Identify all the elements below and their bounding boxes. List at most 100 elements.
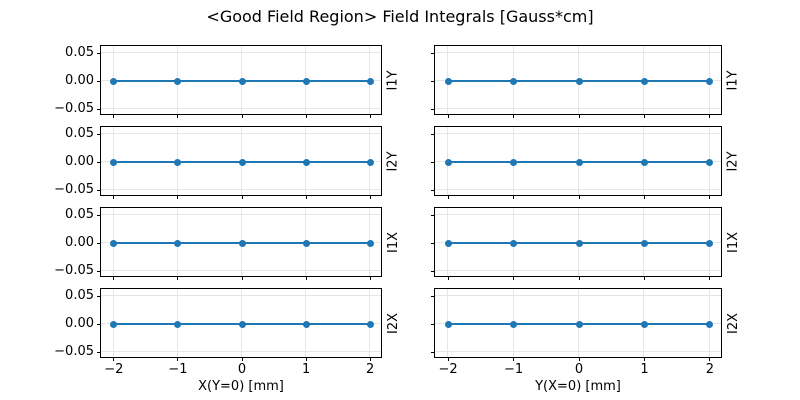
y-tick	[97, 133, 101, 135]
data-point	[640, 158, 648, 166]
axes-panel-I2Y-col1: I2Y	[431, 126, 741, 199]
y-tick	[97, 80, 101, 82]
x-tick	[643, 276, 645, 280]
grid-line-horizontal	[101, 52, 381, 53]
data-point	[238, 239, 246, 247]
right-axis-label-wrap: I1X	[384, 208, 402, 276]
x-tick	[177, 195, 179, 199]
x-tick	[369, 357, 371, 361]
axes-panel-I1Y-col0: 0.05 0.00 −0.05 I1Y	[54, 45, 401, 118]
y-tick-label: −0.05	[54, 263, 94, 278]
right-axis-label: I1Y	[725, 69, 741, 91]
x-tick	[113, 276, 115, 280]
x-tick	[241, 114, 243, 118]
x-tick	[643, 357, 645, 361]
right-axis-label-wrap: I2X	[384, 289, 402, 357]
x-tick-label: −2	[104, 362, 124, 377]
grid-line-horizontal	[101, 351, 381, 352]
data-point	[238, 77, 246, 85]
axes-panel-I2X-col1: −2 −1 0 1 2 I2X Y(X=0) [mm]	[431, 288, 741, 394]
x-tick	[513, 357, 515, 361]
data-point	[110, 158, 118, 166]
axes-panel-I1X-col1: I1X	[431, 207, 741, 280]
x-tick-label: −1	[503, 362, 524, 377]
x-tick-label: 1	[640, 362, 649, 377]
data-point	[366, 320, 374, 328]
data-point	[302, 158, 310, 166]
right-axis-label: I1Y	[385, 69, 401, 91]
x-tick	[709, 114, 711, 118]
x-tick-label: 2	[366, 362, 375, 377]
data-point	[238, 158, 246, 166]
x-tick	[447, 114, 449, 118]
x-tick	[513, 195, 515, 199]
grid-line-horizontal	[101, 295, 381, 296]
data-point	[575, 239, 583, 247]
right-axis-label-wrap: I2Y	[724, 127, 742, 195]
x-tick	[113, 357, 115, 361]
right-axis-label: I2Y	[725, 150, 741, 172]
axes-panel-I2Y-col0: 0.05 0.00 −0.05 I2Y	[54, 126, 401, 199]
data-point	[110, 77, 118, 85]
data-point	[302, 77, 310, 85]
x-tick-label: 1	[301, 362, 311, 377]
data-point	[640, 77, 648, 85]
y-tick	[97, 242, 101, 244]
x-tick-label: 2	[705, 362, 715, 377]
grid-line-horizontal	[435, 133, 721, 134]
grid-line-horizontal	[435, 270, 721, 271]
y-tick	[431, 351, 435, 353]
x-axis-label: Y(X=0) [mm]	[535, 379, 621, 394]
x-tick	[709, 357, 711, 361]
x-tick	[241, 276, 243, 280]
axes-panel-I2X-col0: −2 −1 0 1 2 0.05 0.00 −0.05 I2X X(Y=0) [mm]	[54, 288, 401, 394]
y-tick	[431, 214, 435, 216]
x-tick	[113, 195, 115, 199]
grid-line-horizontal	[101, 108, 381, 109]
y-tick	[431, 189, 435, 191]
y-tick	[431, 161, 435, 163]
right-axis-label-wrap: I1Y	[384, 46, 402, 114]
x-tick	[177, 114, 179, 118]
y-tick	[431, 52, 435, 54]
x-tick	[369, 195, 371, 199]
y-tick	[431, 133, 435, 135]
data-point	[706, 239, 714, 247]
right-axis-label: I2X	[725, 312, 741, 334]
grid-line-horizontal	[435, 295, 721, 296]
axes-panel-I1Y-col1: I1Y	[431, 45, 741, 118]
chart-title: <Good Field Region> Field Integrals [Gau…	[206, 7, 594, 26]
x-tick	[305, 114, 307, 118]
right-axis-label: I2X	[385, 312, 401, 334]
x-tick	[447, 276, 449, 280]
right-axis-label-wrap: I2Y	[384, 127, 402, 195]
x-tick	[578, 114, 580, 118]
right-axis-label: I1X	[725, 231, 741, 253]
y-tick	[431, 242, 435, 244]
grid-line-horizontal	[101, 270, 381, 271]
x-tick-label: 0	[574, 362, 584, 377]
x-tick	[241, 195, 243, 199]
data-point	[510, 77, 518, 85]
grid-line-horizontal	[101, 214, 381, 215]
y-tick-label: 0.05	[65, 207, 94, 222]
y-tick-label: 0.05	[65, 126, 94, 141]
grid-line-horizontal	[101, 133, 381, 134]
right-axis-label-wrap: I2X	[724, 289, 742, 357]
data-point	[706, 158, 714, 166]
y-tick	[97, 295, 101, 297]
x-tick	[241, 357, 243, 361]
y-tick	[97, 214, 101, 216]
right-axis-label: I2Y	[385, 150, 401, 172]
x-tick-label: −1	[168, 362, 188, 377]
x-tick	[709, 276, 711, 280]
y-tick	[431, 108, 435, 110]
data-point	[510, 320, 518, 328]
right-axis-label-wrap: I1X	[724, 208, 742, 276]
data-point	[575, 320, 583, 328]
x-tick	[177, 357, 179, 361]
x-axis-label: X(Y=0) [mm]	[198, 379, 284, 394]
x-tick	[177, 276, 179, 280]
x-tick	[305, 195, 307, 199]
y-tick	[97, 323, 101, 325]
